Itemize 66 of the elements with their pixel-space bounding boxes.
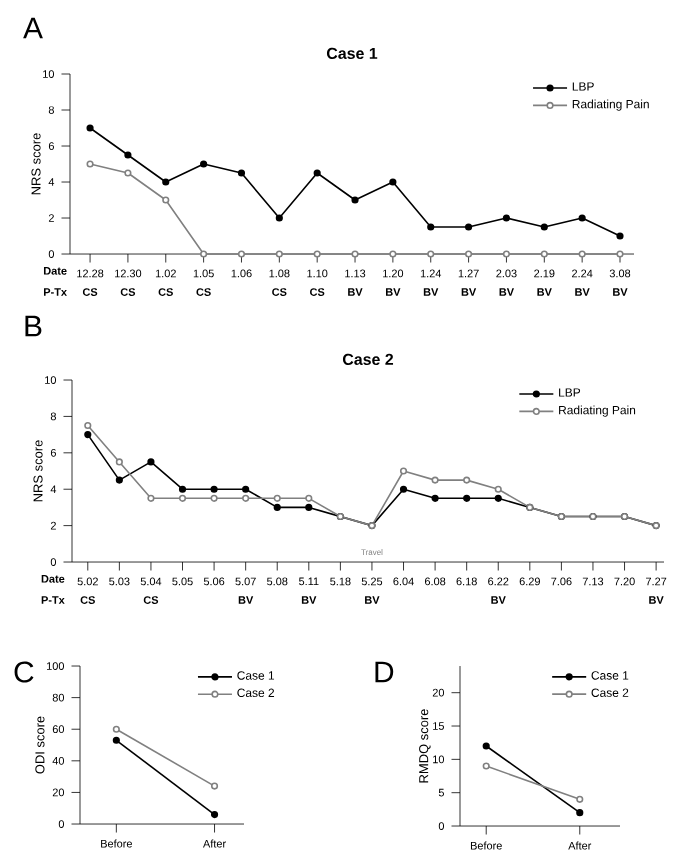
point xyxy=(540,250,548,258)
point xyxy=(242,494,250,502)
point xyxy=(399,467,408,475)
point xyxy=(494,485,502,493)
point xyxy=(115,458,123,466)
point xyxy=(200,250,208,258)
point xyxy=(502,214,511,222)
point xyxy=(162,178,170,186)
text: C xyxy=(14,661,34,683)
point xyxy=(389,178,397,186)
point xyxy=(84,431,92,439)
point xyxy=(399,485,408,493)
point xyxy=(124,151,132,159)
point xyxy=(200,160,208,168)
point xyxy=(578,250,586,258)
point xyxy=(273,494,281,502)
point xyxy=(578,214,586,222)
point xyxy=(305,503,313,512)
point xyxy=(540,223,548,231)
point xyxy=(112,725,120,733)
text: B xyxy=(25,315,42,337)
point xyxy=(616,232,624,240)
point xyxy=(465,223,473,231)
point xyxy=(242,485,250,493)
point xyxy=(275,250,283,258)
point xyxy=(482,762,490,770)
point xyxy=(210,782,219,790)
point xyxy=(389,250,397,258)
point xyxy=(273,503,281,512)
point xyxy=(305,494,313,502)
point xyxy=(576,795,584,803)
point xyxy=(162,196,170,204)
point xyxy=(427,223,435,231)
point xyxy=(313,169,321,177)
point xyxy=(616,250,624,258)
point xyxy=(463,476,471,484)
point xyxy=(465,250,473,258)
point xyxy=(313,250,321,258)
point xyxy=(84,421,92,430)
point xyxy=(210,485,218,493)
point xyxy=(275,214,283,222)
point xyxy=(178,494,187,502)
text: D xyxy=(375,661,394,683)
point xyxy=(86,124,94,132)
point xyxy=(494,494,502,502)
point xyxy=(178,485,187,493)
point xyxy=(147,494,155,502)
point xyxy=(463,494,471,502)
point xyxy=(112,736,120,744)
point xyxy=(86,160,94,168)
point xyxy=(431,476,439,484)
point xyxy=(427,250,435,258)
point xyxy=(210,810,219,819)
point xyxy=(115,476,123,484)
point xyxy=(502,250,511,258)
point xyxy=(147,458,155,466)
point xyxy=(351,250,359,258)
point xyxy=(210,494,218,502)
point xyxy=(482,742,490,750)
point xyxy=(237,169,246,177)
point xyxy=(351,196,359,204)
point xyxy=(431,494,439,502)
point xyxy=(124,169,132,177)
text: A xyxy=(23,17,43,39)
point xyxy=(237,250,246,258)
point xyxy=(576,809,584,817)
